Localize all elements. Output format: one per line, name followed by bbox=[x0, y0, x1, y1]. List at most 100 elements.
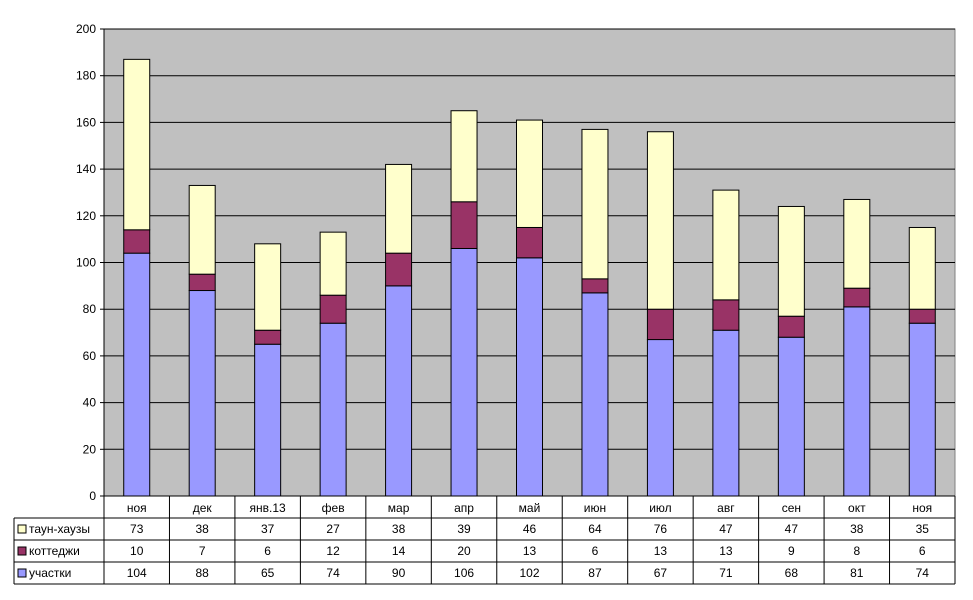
x-tick-label: янв.13 bbox=[250, 501, 287, 515]
bar-segment-3 bbox=[843, 198, 871, 289]
bar-segment-1 bbox=[123, 252, 151, 497]
bar-segment-1 bbox=[843, 306, 871, 497]
x-tick-label: ноя bbox=[127, 501, 147, 515]
bar-segment-3 bbox=[777, 205, 805, 317]
x-tick-label: окт bbox=[848, 501, 866, 515]
bar-segment-2 bbox=[188, 273, 216, 292]
legend-swatch bbox=[17, 568, 27, 578]
table-cell: 8 bbox=[853, 544, 860, 558]
x-tick-label: дек bbox=[193, 501, 213, 515]
table-cell: 38 bbox=[850, 522, 864, 536]
table-cell: 81 bbox=[850, 566, 864, 580]
y-tick-label: 0 bbox=[89, 489, 96, 503]
table-cell: 64 bbox=[588, 522, 602, 536]
legend-label: участки bbox=[29, 566, 71, 580]
table-cell: 13 bbox=[719, 544, 733, 558]
table-cell: 38 bbox=[392, 522, 406, 536]
x-tick-label: сен bbox=[782, 501, 801, 515]
table-cell: 38 bbox=[196, 522, 210, 536]
legend-label: таун-хаузы bbox=[29, 522, 90, 536]
table-cell: 6 bbox=[264, 544, 271, 558]
table-cell: 74 bbox=[326, 566, 340, 580]
table-cell: 35 bbox=[916, 522, 930, 536]
bar-segment-1 bbox=[581, 292, 609, 497]
bar-segment-2 bbox=[843, 287, 871, 308]
bar-segment-3 bbox=[516, 119, 543, 228]
table-cell: 6 bbox=[919, 544, 926, 558]
bar-segment-1 bbox=[712, 329, 740, 497]
bar-segment-1 bbox=[319, 322, 347, 497]
bar-segment-1 bbox=[908, 322, 936, 497]
y-tick-label: 60 bbox=[83, 349, 97, 363]
x-tick-label: фев bbox=[322, 501, 345, 515]
bars bbox=[123, 58, 936, 497]
y-tick-label: 100 bbox=[76, 256, 96, 270]
bar-segment-2 bbox=[123, 229, 151, 254]
table-cell: 46 bbox=[523, 522, 537, 536]
bar-segment-3 bbox=[188, 184, 216, 275]
table-cell: 10 bbox=[130, 544, 144, 558]
table-cell: 7 bbox=[199, 544, 206, 558]
bar-segment-1 bbox=[516, 257, 543, 497]
legend-swatch bbox=[17, 546, 27, 556]
x-tick-label: ноя bbox=[912, 501, 932, 515]
table-cell: 73 bbox=[130, 522, 144, 536]
table-cell: 90 bbox=[392, 566, 406, 580]
bar-segment-2 bbox=[712, 299, 740, 331]
gridlines bbox=[104, 28, 955, 450]
y-tick-label: 40 bbox=[83, 396, 97, 410]
bar-segment-3 bbox=[712, 189, 740, 301]
table-cell: 27 bbox=[326, 522, 340, 536]
data-table: ноя дек янв.13 фев мар апр май июн июл авг сен окт н… bbox=[13, 495, 956, 585]
bar-segment-2 bbox=[385, 252, 413, 287]
table-cell: 9 bbox=[788, 544, 795, 558]
bar-segment-3 bbox=[385, 163, 413, 254]
bar-segment-3 bbox=[123, 58, 151, 231]
x-tick-label: авг bbox=[717, 501, 735, 515]
table-cell: 65 bbox=[261, 566, 275, 580]
bar-segment-3 bbox=[319, 231, 347, 296]
bar-segment-2 bbox=[450, 201, 478, 249]
bar-segment-3 bbox=[254, 243, 282, 331]
bar-segment-2 bbox=[908, 308, 936, 324]
bar-segment-2 bbox=[646, 308, 674, 341]
x-tick-label: апр bbox=[454, 501, 474, 515]
table-cell: 39 bbox=[457, 522, 471, 536]
y-tick-label: 200 bbox=[76, 22, 96, 36]
bar-segment-3 bbox=[646, 131, 674, 310]
table-cell: 12 bbox=[326, 544, 340, 558]
x-tick-label: май bbox=[519, 501, 541, 515]
bar-segment-1 bbox=[646, 339, 674, 497]
bar-segment-1 bbox=[385, 285, 413, 497]
table-cell: 20 bbox=[457, 544, 471, 558]
table-cell: 68 bbox=[785, 566, 799, 580]
table-cell: 37 bbox=[261, 522, 275, 536]
legend-label: коттеджи bbox=[29, 544, 80, 558]
bar-segment-3 bbox=[450, 110, 478, 203]
bar-segment-1 bbox=[254, 343, 282, 497]
y-tick-label: 80 bbox=[83, 302, 97, 316]
bar-segment-2 bbox=[777, 315, 805, 338]
table-cell: 67 bbox=[654, 566, 668, 580]
bar-segment-2 bbox=[319, 294, 347, 324]
y-tick-label: 160 bbox=[76, 115, 96, 129]
table-cell: 87 bbox=[588, 566, 602, 580]
y-tick-label: 180 bbox=[76, 69, 96, 83]
table-cell: 6 bbox=[592, 544, 599, 558]
bar-segment-1 bbox=[450, 247, 478, 497]
x-tick-label: июл bbox=[649, 501, 671, 515]
bar-segment-3 bbox=[908, 226, 936, 310]
x-tick-label: мар bbox=[388, 501, 410, 515]
table-cell: 106 bbox=[454, 566, 474, 580]
bar-segment-1 bbox=[777, 336, 805, 497]
x-tick-label: июн bbox=[584, 501, 606, 515]
table-cell: 47 bbox=[785, 522, 799, 536]
table-cell: 88 bbox=[196, 566, 210, 580]
table-cell: 104 bbox=[127, 566, 147, 580]
bar-segment-1 bbox=[188, 290, 216, 497]
table-cell: 102 bbox=[519, 566, 539, 580]
table-cell: 74 bbox=[916, 566, 930, 580]
bar-segment-2 bbox=[581, 278, 609, 294]
y-tick-label: 140 bbox=[76, 162, 96, 176]
